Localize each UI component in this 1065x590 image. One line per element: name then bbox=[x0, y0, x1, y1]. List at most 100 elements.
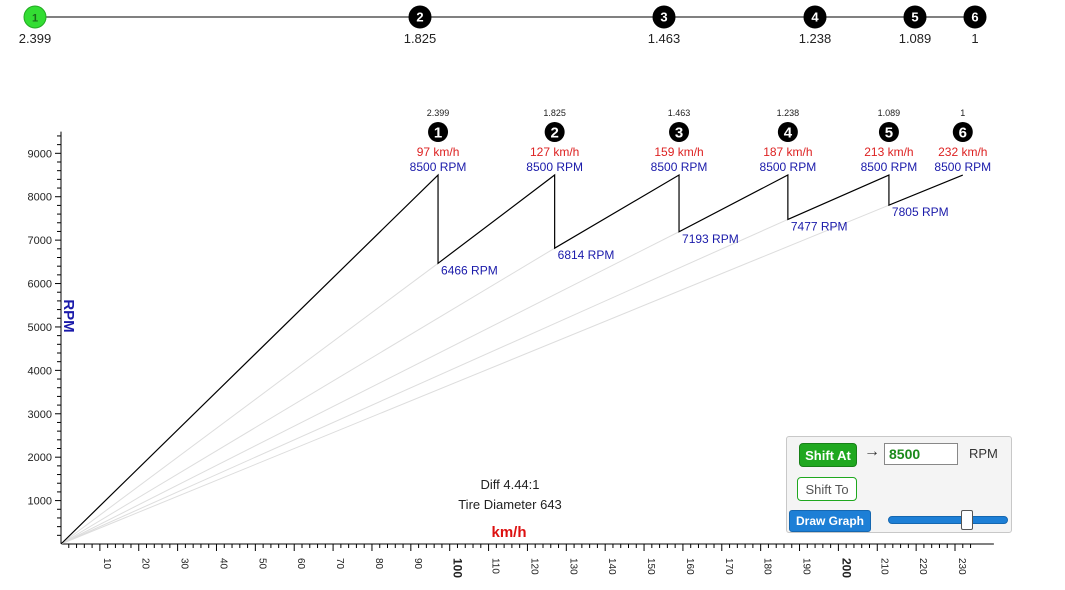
y-axis-label: RPM bbox=[60, 299, 77, 332]
gear-shift-rpm-label-6: 8500 RPM bbox=[934, 160, 991, 174]
x-tick-label: 110 bbox=[490, 558, 501, 574]
x-tick-label: 220 bbox=[917, 558, 928, 575]
rpm-slider-thumb[interactable] bbox=[961, 510, 973, 530]
rpm-curve bbox=[60, 173, 964, 545]
gear-bar-ratio-4: 1.238 bbox=[799, 31, 832, 46]
arrow-right-icon: → bbox=[864, 443, 880, 460]
gear-ratio-label-2: 1.825 bbox=[543, 108, 566, 118]
x-axis-label: km/h bbox=[491, 524, 526, 541]
shift-at-button[interactable]: Shift At bbox=[799, 443, 857, 467]
gear-speed-label-3: 159 km/h bbox=[654, 145, 703, 159]
x-tick-label: 210 bbox=[878, 558, 889, 575]
guide-line-gear-5 bbox=[60, 218, 789, 545]
y-tick-label: 3000 bbox=[28, 409, 52, 421]
x-tick-label: 130 bbox=[567, 558, 578, 575]
draw-graph-button[interactable]: Draw Graph bbox=[789, 510, 871, 532]
y-tick-label: 5000 bbox=[28, 322, 52, 334]
gear-bar-ratio-1: 2.399 bbox=[19, 31, 52, 46]
gear-bar-node-1 bbox=[23, 5, 47, 29]
x-tick-label: 10 bbox=[101, 558, 112, 570]
rpm-unit-label: RPM bbox=[969, 446, 998, 461]
gear-drop-rpm-label-2: 6814 RPM bbox=[558, 248, 615, 262]
gear-bar-number-2: 2 bbox=[416, 10, 423, 25]
x-tick-label: 150 bbox=[645, 558, 656, 575]
gear-shift-rpm-label-5: 8500 RPM bbox=[861, 160, 918, 174]
gear-marker-4 bbox=[777, 122, 798, 142]
gear-marker-number-6: 6 bbox=[959, 125, 967, 142]
x-tick-label: 20 bbox=[140, 558, 151, 570]
gear-bar-node-5 bbox=[903, 5, 927, 29]
info-diff: Diff 4.44:1 bbox=[480, 477, 540, 492]
gear-bar-node-2 bbox=[408, 5, 432, 29]
gear-bar-number-6: 6 bbox=[971, 10, 978, 25]
gear-bar-number-3: 3 bbox=[660, 10, 667, 25]
y-tick-label: 4000 bbox=[28, 365, 52, 377]
x-tick-label: 170 bbox=[723, 558, 734, 575]
guide-line-gear-4 bbox=[60, 231, 680, 545]
gear-speed-label-4: 187 km/h bbox=[763, 145, 812, 159]
gear-ratio-label-6: 1 bbox=[960, 108, 965, 118]
gear-bar-number-4: 4 bbox=[811, 10, 819, 25]
gear-shift-rpm-label-1: 8500 RPM bbox=[410, 160, 467, 174]
x-tick-label: 30 bbox=[179, 558, 190, 570]
gear-shift-rpm-label-2: 8500 RPM bbox=[526, 160, 583, 174]
gear-drop-rpm-label-1: 6466 RPM bbox=[441, 263, 498, 277]
gear-speed-label-6: 232 km/h bbox=[938, 145, 987, 159]
control-panel: Shift At → RPM Shift To Draw Graph bbox=[786, 436, 1012, 533]
gear-ratio-bar: 1 2.399 2 1.825 3 1.463 4 1.238 5 1.089 6 1 bbox=[19, 5, 987, 46]
x-tick-label: 200 bbox=[839, 558, 853, 578]
gear-marker-number-1: 1 bbox=[434, 125, 442, 142]
y-tick-label: 8000 bbox=[28, 192, 52, 204]
gear-shift-rpm-label-4: 8500 RPM bbox=[760, 160, 817, 174]
gear-bar-ratio-5: 1.089 bbox=[899, 31, 932, 46]
guide-line-gear-2 bbox=[60, 262, 439, 545]
gear-bar-ratio-3: 1.463 bbox=[648, 31, 681, 46]
rpm-slider-track[interactable] bbox=[888, 516, 1008, 524]
gear-speed-label-5: 213 km/h bbox=[864, 145, 913, 159]
x-tick-label: 80 bbox=[373, 558, 384, 570]
gear-bar-number-1: 1 bbox=[32, 13, 38, 25]
x-tick-label: 40 bbox=[217, 558, 228, 570]
y-tick-label: 1000 bbox=[28, 496, 52, 508]
guide-line-gear-6 bbox=[60, 204, 890, 545]
gear-speed-label-1: 97 km/h bbox=[417, 145, 460, 159]
y-tick-label: 6000 bbox=[28, 279, 52, 291]
x-tick-label: 70 bbox=[334, 558, 345, 570]
gear-speed-label-2: 127 km/h bbox=[530, 145, 579, 159]
gear-marker-6 bbox=[952, 122, 973, 142]
x-tick-label: 120 bbox=[528, 558, 539, 575]
gear-ratio-label-4: 1.238 bbox=[777, 108, 800, 118]
gear-marker-number-3: 3 bbox=[675, 125, 683, 142]
gear-ratio-label-5: 1.089 bbox=[878, 108, 901, 118]
y-tick-label: 2000 bbox=[28, 452, 52, 464]
gear-marker-5 bbox=[878, 122, 899, 142]
x-tick-label: 180 bbox=[762, 558, 773, 575]
x-tick-label: 90 bbox=[412, 558, 423, 570]
gear-drop-rpm-label-4: 7477 RPM bbox=[791, 219, 848, 233]
shift-to-button[interactable]: Shift To bbox=[797, 477, 857, 501]
info-tire-diameter: Tire Diameter 643 bbox=[458, 497, 562, 512]
x-tick-label: 160 bbox=[684, 558, 695, 575]
gear-ratio-label-3: 1.463 bbox=[668, 108, 691, 118]
gear-bar-ratio-2: 1.825 bbox=[404, 31, 437, 46]
x-tick-label: 100 bbox=[451, 558, 465, 578]
gear-shift-rpm-label-3: 8500 RPM bbox=[651, 160, 708, 174]
gear-bar-node-6 bbox=[963, 5, 987, 29]
gear-drop-rpm-label-5: 7805 RPM bbox=[892, 205, 949, 219]
guide-line-gear-3 bbox=[60, 247, 555, 545]
gear-marker-number-4: 4 bbox=[784, 125, 793, 142]
gear-marker-1 bbox=[428, 122, 449, 142]
gear-marker-number-2: 2 bbox=[550, 125, 558, 142]
gear-bar-node-3 bbox=[652, 5, 676, 29]
gear-marker-2 bbox=[544, 122, 565, 142]
gear-marker-3 bbox=[669, 122, 690, 142]
gear-bar-node-4 bbox=[803, 5, 827, 29]
x-tick-label: 50 bbox=[256, 558, 267, 570]
gear-marker-number-5: 5 bbox=[885, 125, 893, 142]
x-tick-label: 190 bbox=[801, 558, 812, 575]
y-tick-label: 9000 bbox=[28, 148, 52, 160]
shift-rpm-input[interactable] bbox=[884, 443, 958, 465]
gear-bar-ratio-6: 1 bbox=[971, 31, 978, 46]
y-tick-label: 7000 bbox=[28, 235, 52, 247]
